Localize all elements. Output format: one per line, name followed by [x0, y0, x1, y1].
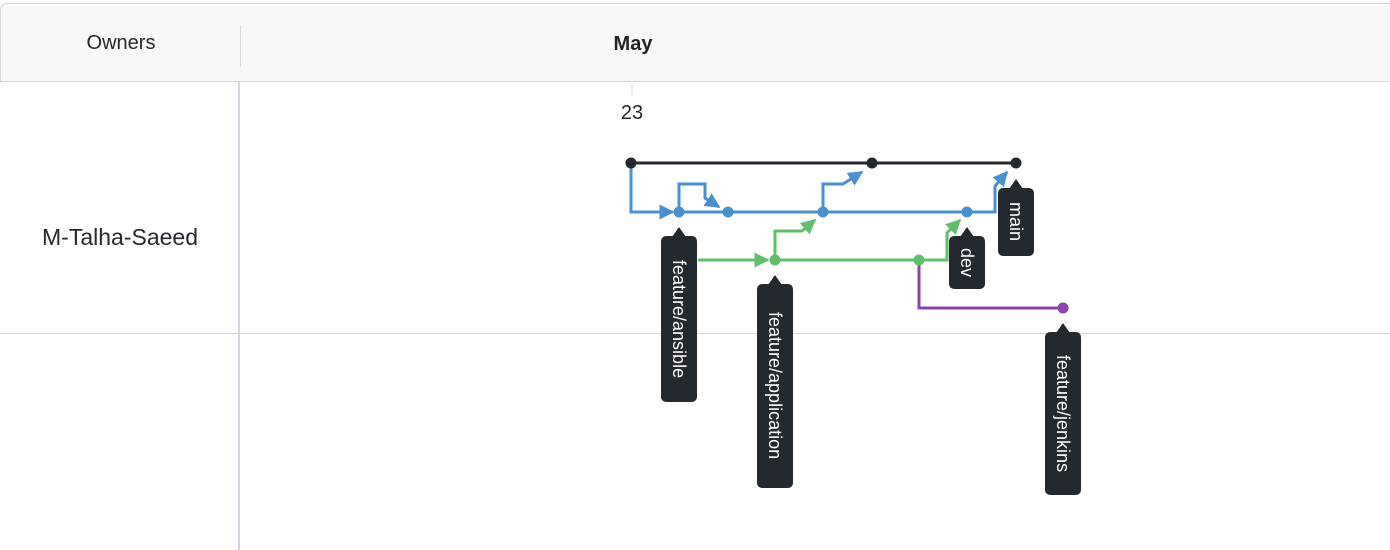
owners-column-divider — [238, 82, 240, 550]
date-tick-label: 23 — [621, 102, 643, 124]
dev-branch-connector — [629, 163, 675, 220]
owner-name[interactable]: M-Talha-Saeed — [42, 224, 198, 250]
branch-label-text: feature/jenkins — [1053, 354, 1073, 473]
commit-dot[interactable] — [817, 206, 829, 218]
header-divider — [240, 25, 241, 67]
application-to-dev-connector-2 — [919, 218, 962, 262]
branch-label-main[interactable]: main — [998, 179, 1034, 256]
branch-label-feature-application[interactable]: feature/application — [757, 275, 793, 488]
branch-label-text: dev — [957, 247, 977, 278]
commit-dot[interactable] — [913, 254, 925, 266]
commit-dot[interactable] — [866, 157, 878, 169]
commit-dot[interactable] — [625, 157, 637, 169]
network-header: Owners May — [0, 3, 1390, 82]
branch-label-text: main — [1006, 202, 1026, 242]
jenkins-branch-connector — [917, 260, 1063, 310]
commit-dot[interactable] — [961, 206, 973, 218]
dev-to-main-connector-2 — [967, 170, 1009, 214]
branch-label-text: feature/ansible — [669, 259, 689, 379]
commit-dot[interactable] — [673, 206, 685, 218]
application-to-dev-connector-1 — [773, 218, 817, 260]
month-label: May — [613, 33, 653, 55]
commit-dot[interactable] — [1010, 157, 1022, 169]
branch-label-feature-ansible[interactable]: feature/ansible — [661, 227, 697, 402]
commit-dot[interactable] — [1057, 302, 1069, 314]
dev-to-main-connector-1 — [821, 170, 864, 212]
ansible-loop-connector — [677, 182, 721, 212]
commit-dot[interactable] — [769, 254, 781, 266]
branch-label-dev[interactable]: dev — [949, 227, 985, 289]
commit-dot[interactable] — [722, 206, 734, 218]
owners-column-header: Owners — [86, 32, 156, 54]
branch-label-feature-jenkins[interactable]: feature/jenkins — [1045, 323, 1081, 495]
branch-label-text: feature/application — [765, 312, 785, 460]
